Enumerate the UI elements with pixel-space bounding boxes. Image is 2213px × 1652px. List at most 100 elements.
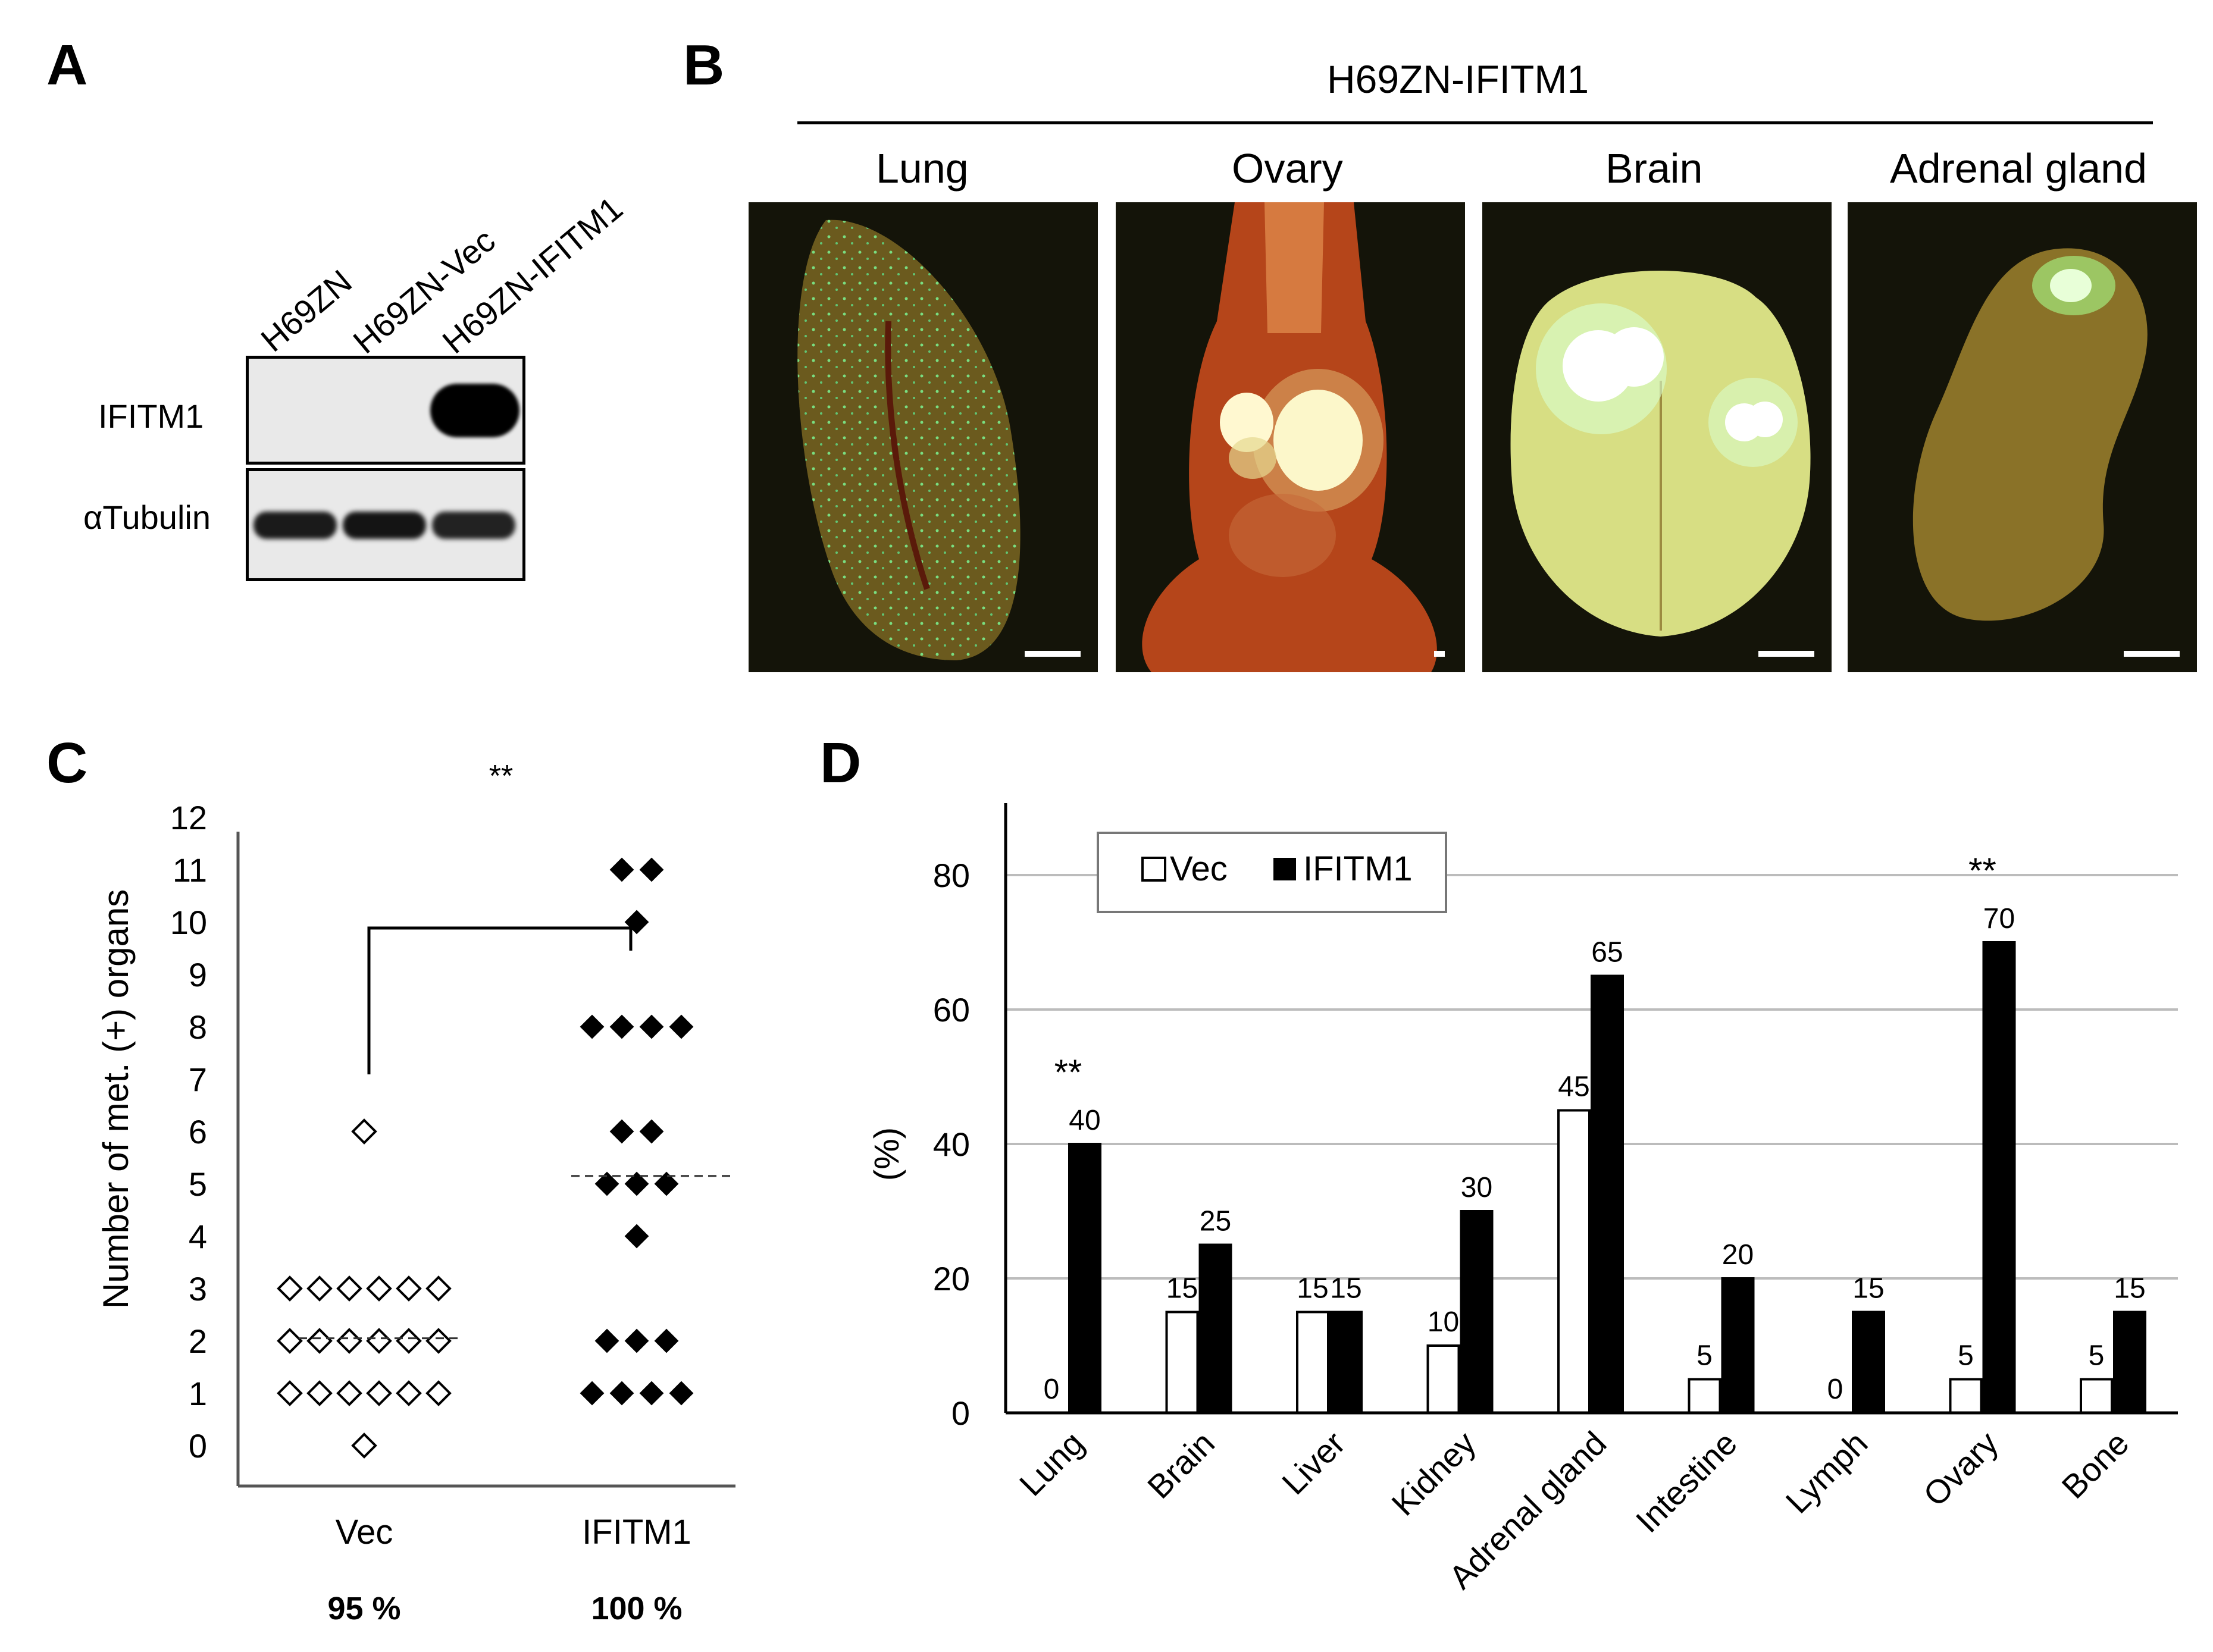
organ-label-adrenal-gland: Adrenal gland bbox=[1890, 145, 2147, 192]
d-value-label-ifitm1: 70 bbox=[1983, 903, 2015, 935]
d-value-label-ifitm1: 30 bbox=[1461, 1172, 1492, 1203]
d-bar-ifitm1 bbox=[1329, 1311, 1363, 1414]
c-y-tick-label: 12 bbox=[170, 799, 207, 836]
d-bar-vec bbox=[1688, 1378, 1721, 1414]
panel-label-b: B bbox=[683, 33, 725, 97]
c-ifitm1-point bbox=[609, 1014, 634, 1039]
c-vec-point bbox=[396, 1328, 422, 1354]
c-significance-marker: ** bbox=[489, 759, 513, 794]
blot-row-label-tubulin: αTubulin bbox=[83, 499, 211, 536]
d-value-label-vec: 5 bbox=[1958, 1340, 1974, 1372]
d-legend-swatch-vec bbox=[1141, 857, 1166, 882]
d-legend: Vec IFITM1 bbox=[1097, 832, 1447, 913]
organ-label-brain: Brain bbox=[1605, 145, 1703, 192]
c-ifitm1-point bbox=[654, 1328, 679, 1353]
d-value-label-ifitm1: 15 bbox=[1330, 1273, 1361, 1305]
c-percentage-ifitm1: 100 % bbox=[591, 1591, 682, 1626]
c-ifitm1-point bbox=[580, 1014, 605, 1039]
c-y-tick-label: 0 bbox=[189, 1427, 207, 1465]
d-x-tick-label: Kidney bbox=[1384, 1424, 1483, 1523]
c-x-label-ifitm1: IFITM1 bbox=[582, 1513, 691, 1551]
d-bar-ifitm1 bbox=[1198, 1243, 1232, 1414]
brain-scale-bar bbox=[1758, 651, 1814, 657]
c-vec-point bbox=[277, 1380, 303, 1406]
c-ifitm1-point bbox=[594, 1171, 619, 1196]
adrenal-gland-scale-bar bbox=[2124, 651, 2180, 657]
panel-c-scatter-chart: Number of met. (+) organs 01234567891011… bbox=[96, 759, 735, 1626]
c-vec-point bbox=[351, 1432, 377, 1459]
c-y-tick-label: 5 bbox=[189, 1165, 207, 1203]
d-y-tick-label: 0 bbox=[951, 1394, 970, 1432]
c-y-tick-label: 7 bbox=[189, 1061, 207, 1098]
d-bar-vec bbox=[1426, 1344, 1460, 1414]
c-y-tick-label: 4 bbox=[189, 1218, 207, 1255]
c-ifitm1-point bbox=[594, 1328, 619, 1353]
tubulin-blot bbox=[246, 468, 525, 581]
d-x-tick-label: Lymph bbox=[1779, 1424, 1875, 1521]
d-bar-ifitm1 bbox=[1721, 1277, 1755, 1414]
c-ifitm1-point bbox=[639, 857, 664, 882]
c-vec-point bbox=[425, 1328, 452, 1354]
c-ifitm1-point bbox=[639, 1014, 664, 1039]
c-y-tick-label: 11 bbox=[173, 851, 207, 889]
brain-fluorescence-image bbox=[1482, 202, 1832, 672]
d-value-label-vec: 15 bbox=[1297, 1273, 1328, 1305]
ifitm1-band bbox=[430, 384, 519, 437]
d-bar-ifitm1 bbox=[1852, 1311, 1885, 1414]
tubulin-band-1 bbox=[253, 512, 337, 539]
d-value-label-ifitm1: 65 bbox=[1591, 937, 1623, 968]
panel-label-a: A bbox=[46, 33, 88, 97]
c-ifitm1-point bbox=[639, 1381, 664, 1406]
d-y-tick-label: 80 bbox=[933, 857, 970, 894]
panel-b-title-rule bbox=[797, 121, 2153, 124]
d-legend-swatch-ifitm1 bbox=[1273, 858, 1296, 880]
c-ifitm1-point bbox=[669, 1014, 694, 1039]
c-vec-point bbox=[396, 1275, 422, 1302]
c-vec-point bbox=[425, 1380, 452, 1406]
c-vec-point bbox=[396, 1380, 422, 1406]
c-ifitm1-point bbox=[624, 1328, 649, 1353]
c-vec-point bbox=[306, 1328, 333, 1354]
c-y-tick-label: 1 bbox=[189, 1375, 207, 1412]
d-bar-vec bbox=[2080, 1378, 2113, 1414]
tubulin-band-3 bbox=[432, 512, 515, 539]
c-vec-point bbox=[366, 1380, 392, 1406]
d-value-label-ifitm1: 15 bbox=[1852, 1273, 1884, 1305]
c-x-label-vec: Vec bbox=[336, 1513, 393, 1551]
c-ifitm1-point bbox=[609, 1119, 634, 1144]
tubulin-band-2 bbox=[343, 512, 426, 539]
d-bar-ifitm1 bbox=[1068, 1143, 1101, 1414]
d-x-tick-label: Brain bbox=[1140, 1424, 1222, 1506]
organ-label-ovary: Ovary bbox=[1232, 145, 1343, 192]
c-vec-point bbox=[366, 1328, 392, 1354]
d-y-tick-label: 40 bbox=[933, 1126, 970, 1163]
d-bar-ifitm1 bbox=[1591, 974, 1624, 1414]
c-percentage-vec: 95 % bbox=[327, 1591, 400, 1626]
d-bar-vec bbox=[1165, 1311, 1199, 1414]
d-x-tick-label: Liver bbox=[1275, 1424, 1352, 1501]
d-value-label-vec: 45 bbox=[1558, 1071, 1589, 1103]
c-ifitm1-point bbox=[669, 1381, 694, 1406]
c-vec-point bbox=[336, 1380, 362, 1406]
c-ifitm1-point bbox=[654, 1171, 679, 1196]
c-vec-point bbox=[306, 1380, 333, 1406]
c-vec-point bbox=[351, 1118, 377, 1145]
panel-label-c: C bbox=[46, 731, 88, 795]
blot-row-label-ifitm1: IFITM1 bbox=[98, 397, 204, 435]
c-y-tick-label: 3 bbox=[189, 1270, 207, 1308]
adrenal-gland-fluorescence-image bbox=[1848, 202, 2197, 672]
c-ifitm1-point bbox=[624, 1224, 649, 1249]
c-vec-point bbox=[366, 1275, 392, 1302]
d-bar-vec bbox=[1557, 1109, 1591, 1414]
d-y-tick-label: 20 bbox=[933, 1260, 970, 1297]
c-y-tick-label: 8 bbox=[189, 1008, 207, 1046]
c-y-tick-label: 6 bbox=[189, 1113, 207, 1151]
d-value-label-ifitm1: 15 bbox=[2114, 1273, 2145, 1305]
d-bar-vec bbox=[1296, 1311, 1329, 1414]
c-y-tick-label: 2 bbox=[189, 1322, 207, 1360]
d-bar-vec bbox=[1949, 1378, 1983, 1414]
d-value-label-ifitm1: 40 bbox=[1069, 1105, 1100, 1136]
d-bar-ifitm1 bbox=[1982, 941, 2016, 1414]
d-legend-label-ifitm1: IFITM1 bbox=[1303, 849, 1413, 888]
